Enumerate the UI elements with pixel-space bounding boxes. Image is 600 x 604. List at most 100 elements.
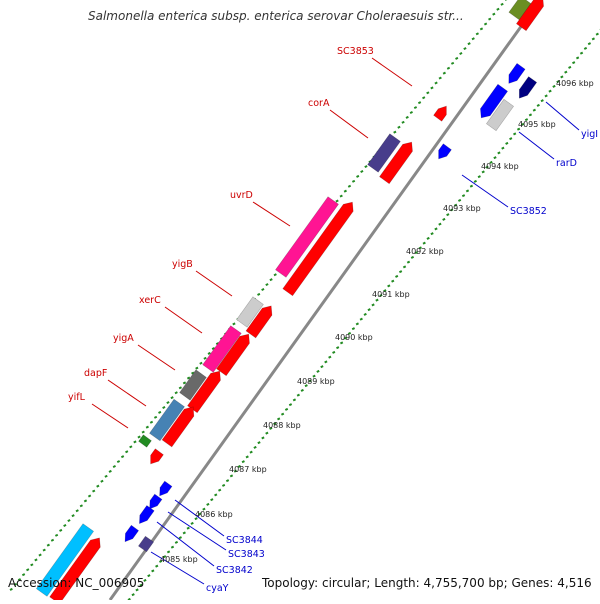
gene-red-arrow[interactable] <box>282 201 354 297</box>
kbp-tick-labels: 4085 kbp 4086 kbp 4087 kbp 4088 kbp 4089 kbp… <box>160 79 594 564</box>
label-leader-lines <box>91 57 580 585</box>
tick-mark-left <box>38 553 42 557</box>
gene-label-rard[interactable]: rarD <box>556 158 577 169</box>
gene-features <box>35 0 544 604</box>
gene-blue-arrow[interactable] <box>149 493 163 510</box>
kbp-tick-label: 4092 kbp <box>406 247 444 256</box>
tick-mark-right <box>509 137 513 141</box>
gene-cyan-box[interactable] <box>35 523 95 597</box>
gene-SC3852-arrow[interactable] <box>438 143 452 160</box>
gene-corA-box[interactable] <box>367 133 401 173</box>
gene-label-cyay[interactable]: cyaY <box>206 583 229 594</box>
gene-red-arrow[interactable] <box>150 448 164 465</box>
kbp-tick-label: 4091 kbp <box>372 290 410 299</box>
tick-mark-right <box>324 360 328 364</box>
gene-SC3844-arrow[interactable] <box>139 505 155 525</box>
gene-yigA-box[interactable] <box>179 369 207 401</box>
tick-mark-left <box>335 199 339 203</box>
tick-mark-right <box>485 165 489 169</box>
tick-mark-left <box>17 578 22 582</box>
gene-cyaY-box[interactable] <box>137 535 155 553</box>
gene-red-arrow[interactable] <box>379 141 413 185</box>
tick-mark-right <box>355 322 359 326</box>
tick-mark-right <box>477 175 481 179</box>
tick-mark-right <box>190 521 194 525</box>
tick-mark-left <box>211 346 215 350</box>
gene-blue-arrow[interactable] <box>480 83 509 119</box>
gene-uvrD-box[interactable] <box>275 196 339 278</box>
tick-mark-right <box>170 545 175 549</box>
gene-label-sc3842[interactable]: SC3842 <box>216 565 253 576</box>
tick-mark-right <box>363 312 367 316</box>
tick-mark-left <box>26 568 30 572</box>
tick-mark-right <box>402 265 407 269</box>
gene-label-yiga[interactable]: yigA <box>113 333 134 344</box>
gene-yigB-box[interactable] <box>236 296 264 328</box>
gene-red-arrow[interactable] <box>49 537 101 604</box>
tick-mark-right <box>280 412 285 416</box>
gene-yifL-box[interactable] <box>138 434 152 448</box>
tick-mark-right <box>375 298 379 302</box>
tick-mark-right <box>316 369 320 373</box>
leader-line <box>91 403 129 429</box>
gene-label-sc3844[interactable]: SC3844 <box>226 535 263 546</box>
tick-mark-right <box>454 203 458 207</box>
tick-mark-left <box>116 460 121 464</box>
gene-label-dapf[interactable]: dapF <box>84 368 107 379</box>
tick-mark-left <box>141 430 145 434</box>
gene-red-arrow[interactable] <box>515 0 544 32</box>
backbone-line <box>108 0 542 601</box>
tick-mark-right <box>174 540 179 544</box>
kbp-tick-label: 4088 kbp <box>263 421 301 430</box>
tick-mark-left <box>496 7 500 11</box>
gene-blue-arrow[interactable] <box>159 480 173 497</box>
tick-mark-right <box>461 194 466 198</box>
tick-mark-right <box>434 227 438 231</box>
gene-SC3842-arrow[interactable] <box>124 524 140 543</box>
tick-mark-left <box>34 558 38 562</box>
tick-mark-left <box>133 440 137 444</box>
tick-mark-right <box>383 289 387 293</box>
gene-rarD-box[interactable] <box>485 98 515 132</box>
tick-mark-left <box>488 17 492 21</box>
tick-mark-left <box>42 548 46 552</box>
gene-labels: SC3853 corA uvrD yigB xerC yigA dapF yifL yigI ra… <box>68 46 598 594</box>
gene-red-arrow[interactable] <box>187 370 221 414</box>
tick-mark-left <box>269 278 273 282</box>
gene-xerC-box[interactable] <box>202 325 242 373</box>
tick-mark-right <box>304 384 308 388</box>
tick-mark-right <box>371 303 375 307</box>
gene-red-arrow[interactable] <box>216 333 250 377</box>
tick-mark-right <box>214 493 218 497</box>
gene-label-yigi[interactable]: yigI <box>581 129 598 140</box>
gene-red-arrow[interactable] <box>245 305 273 339</box>
tick-mark-right <box>225 479 230 483</box>
tick-mark-left <box>87 494 92 498</box>
tick-mark-right <box>277 417 281 421</box>
gene-SC3853-arrow[interactable] <box>433 105 447 122</box>
gene-label-uvrd[interactable]: uvrD <box>230 190 253 201</box>
tick-mark-right <box>513 132 517 136</box>
tick-mark-left <box>199 361 203 365</box>
gene-label-cora[interactable]: corA <box>308 98 330 109</box>
gene-label-xerc[interactable]: xerC <box>139 295 161 306</box>
gene-label-yifl[interactable]: yifL <box>68 392 86 403</box>
gene-label-sc3852[interactable]: SC3852 <box>510 206 547 217</box>
gene-red-arrow[interactable] <box>161 406 195 448</box>
gene-dapF-box[interactable] <box>149 398 185 442</box>
kbp-tick-label: 4096 kbp <box>556 79 594 88</box>
tick-mark-left <box>120 455 125 459</box>
gene-label-sc3853[interactable]: SC3853 <box>337 46 374 57</box>
gene-label-sc3843[interactable]: SC3843 <box>228 549 265 560</box>
tick-mark-right <box>591 37 595 41</box>
tick-mark-left <box>409 110 413 114</box>
leader-line <box>107 379 147 407</box>
gene-yigI-box[interactable] <box>518 76 538 99</box>
gene-label-yigb[interactable]: yigB <box>172 259 193 270</box>
tick-mark-right <box>552 84 556 88</box>
tick-mark-left <box>46 543 50 547</box>
gene-blue-arrow[interactable] <box>508 62 526 84</box>
tick-mark-left <box>100 479 104 483</box>
tick-mark-left <box>430 86 434 90</box>
